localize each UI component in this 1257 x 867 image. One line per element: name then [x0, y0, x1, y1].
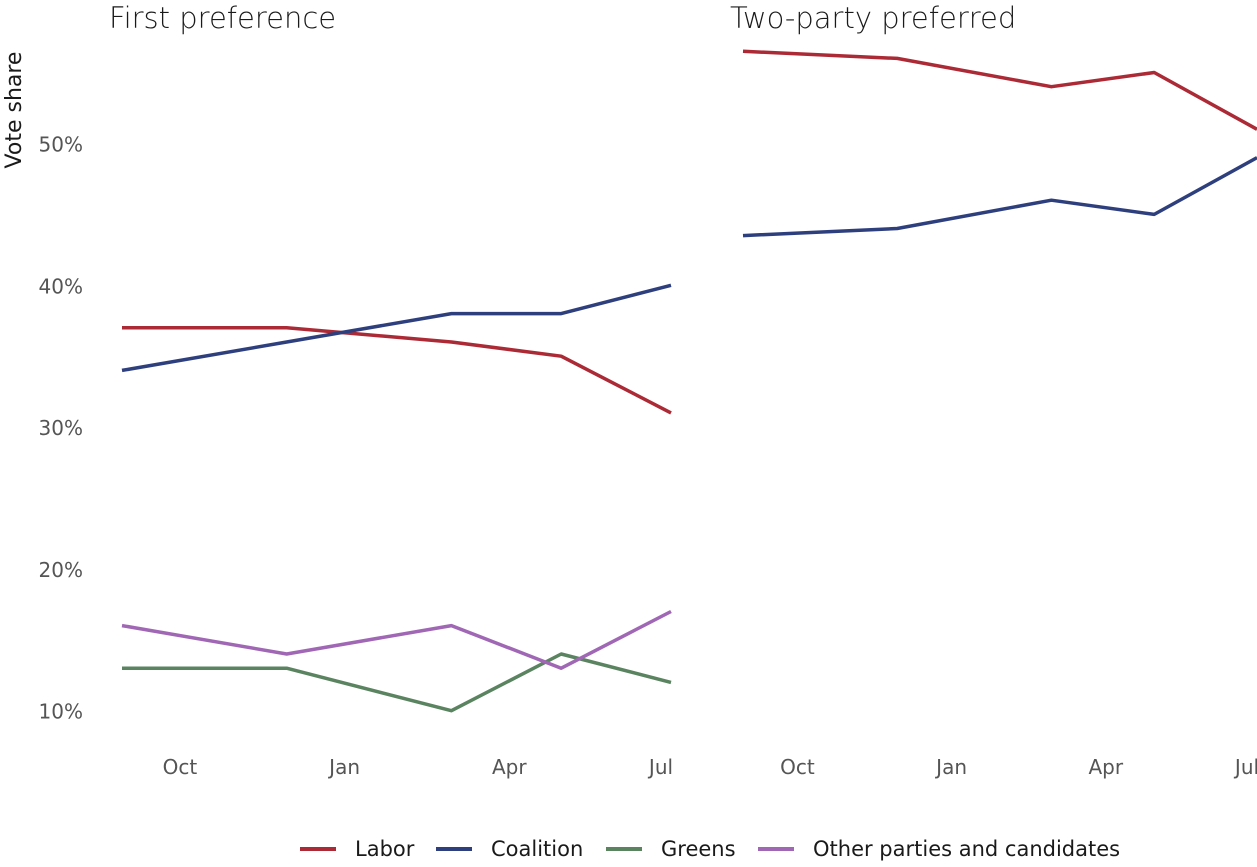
x-tick-label: Jan [327, 755, 360, 779]
panel-title-first-preference: First preference [109, 1, 336, 35]
y-tick-label: 50% [39, 132, 83, 156]
x-tick-label: Oct [163, 755, 198, 779]
y-axis-title: Vote share [2, 52, 27, 169]
legend-label-labor: Labor [355, 837, 415, 861]
x-tick-label: Oct [780, 755, 815, 779]
x-tick-label: Jan [934, 755, 967, 779]
x-tick-label: Jul [647, 755, 673, 779]
y-tick-label: 40% [39, 274, 83, 298]
panel-title-two-party-preferred: Two-party preferred [730, 1, 1016, 35]
y-tick-label: 30% [39, 416, 83, 440]
series-line-other-parties-and-candidates [121, 609, 672, 670]
series-line-greens [122, 652, 672, 713]
series-line-labor [742, 49, 1257, 131]
y-tick-label: 10% [39, 700, 83, 724]
y-tick-label: 20% [39, 558, 83, 582]
legend-label-other-parties-and-candidates: Other parties and candidates [813, 837, 1120, 861]
legend-label-coalition: Coalition [491, 837, 583, 861]
x-tick-label: Apr [1088, 755, 1123, 779]
series-line-coalition [121, 283, 672, 373]
x-tick-label: Apr [492, 755, 527, 779]
x-tick-label: Jul [1233, 755, 1257, 779]
series-line-coalition [742, 156, 1257, 238]
series-line-labor [122, 326, 672, 415]
legend-label-greens: Greens [661, 837, 736, 861]
